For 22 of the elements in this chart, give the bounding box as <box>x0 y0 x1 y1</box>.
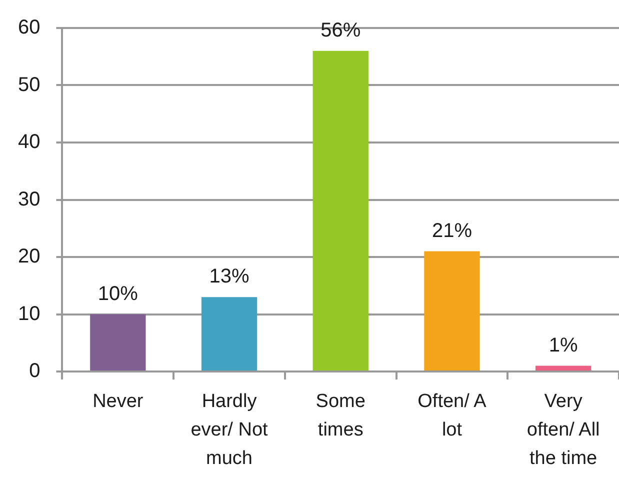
bar <box>201 297 258 370</box>
data-label: 10% <box>98 282 138 305</box>
y-tick-label: 0 <box>29 360 40 382</box>
y-tick-label: 50 <box>18 74 40 96</box>
y-tick-label: 20 <box>18 246 40 268</box>
x-tick-label: Some times <box>316 390 366 440</box>
x-tick-label: Very often/ All the time <box>526 390 600 469</box>
x-tick-label: Never <box>92 390 144 412</box>
x-tick-label: Hardly ever/ Not much <box>190 390 269 469</box>
bar <box>535 366 592 370</box>
bar <box>424 251 480 370</box>
data-label: 56% <box>320 19 361 42</box>
y-tick-label: 40 <box>18 131 40 154</box>
y-tick-label: 30 <box>18 188 40 210</box>
data-label: 21% <box>432 220 472 242</box>
x-tick-label: Often/ A lot <box>418 390 487 440</box>
bar <box>90 314 146 370</box>
bar <box>312 50 368 370</box>
y-tick-label: 10 <box>18 302 40 325</box>
data-label: 1% <box>548 334 578 356</box>
data-label: 13% <box>209 266 250 288</box>
y-tick-label: 60 <box>18 16 40 39</box>
